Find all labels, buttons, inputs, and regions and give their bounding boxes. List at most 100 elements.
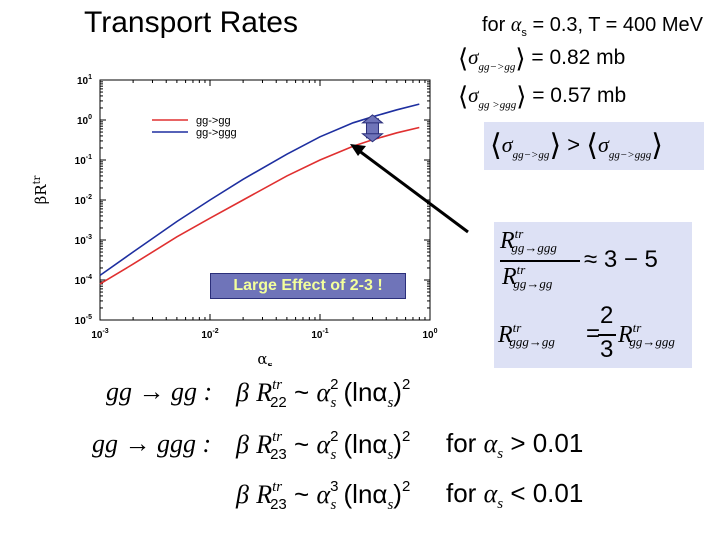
y-tick-label: 100 (77, 114, 92, 127)
R-symbol: R (256, 430, 273, 459)
alpha-sub: s (497, 446, 504, 462)
y-tick-label: 10-2 (75, 194, 92, 207)
sigma-sub: gg >ggg (478, 99, 517, 111)
alpha: α (316, 378, 331, 407)
for-label: for (446, 478, 477, 508)
ratio-numerator: Rtrgg→ggg (500, 226, 557, 256)
alpha: α (316, 430, 331, 459)
ratio-denominator: Rtrgg→gg (502, 262, 552, 292)
alpha-sub: s (330, 395, 337, 411)
ln-sub: s (387, 395, 394, 411)
sim: ~ (294, 377, 310, 407)
bracket-arrow-up (361, 114, 384, 124)
ratio-relation-lhs: Rtrggg→gg (498, 320, 555, 350)
angle-close: ⟩ (516, 82, 527, 112)
R-symbol: R (498, 322, 513, 348)
cross-section-gg-gg: ⟨σgg−>gg⟩ = 0.82 mb (458, 44, 625, 74)
alpha-sub: s (330, 447, 337, 463)
sigma: σ (468, 45, 479, 69)
angle-open: ⟨ (586, 128, 598, 163)
for-label: for (446, 428, 477, 458)
equation-gg-gg: gg → gg : (106, 376, 212, 407)
ln-sub: s (387, 497, 394, 513)
legend-label: gg->gg (196, 115, 231, 127)
gt-sign: > (567, 132, 581, 157)
sim: ~ (294, 479, 310, 509)
cond-for: for (482, 14, 506, 36)
R-symbol: R (256, 480, 273, 509)
condition-line: for αs = 0.3, T = 400 MeV (482, 14, 703, 39)
sigma: σ (597, 132, 609, 157)
ratio-box: Rtrgg→ggg Rtrgg→gg ≈ 3 − 5 Rtrggg→gg = 2… (494, 222, 692, 368)
ln-sup: 2 (401, 478, 411, 495)
R-sup: tr (516, 262, 526, 277)
legend-label: gg->ggg (196, 127, 237, 139)
arrow-line (357, 148, 469, 234)
cond-alpha-sub: s (521, 27, 527, 39)
sigma-sub: gg−>gg (478, 61, 516, 73)
ln-close: ) (393, 377, 402, 407)
bracket-marker (361, 114, 384, 143)
alpha-sub: s (497, 496, 504, 512)
frac-numerator: 2 (600, 302, 614, 329)
ln-open: (lnα (343, 479, 388, 509)
sigma: σ (468, 83, 479, 107)
ln-open: (lnα (343, 377, 388, 407)
alpha-sub: s (330, 497, 337, 513)
rhs-sub: gg−>ggg (608, 149, 652, 161)
beta: β (236, 430, 249, 459)
annotation-box: Large Effect of 2-3 ! (210, 273, 406, 299)
alpha: α (483, 479, 498, 508)
alpha-sup: 3 (330, 478, 339, 495)
condition-relation: > 0.01 (510, 428, 584, 458)
R-sup: tr (512, 320, 522, 335)
x-tick-label: 10-1 (311, 328, 328, 341)
condition-low: for αs < 0.01 (446, 478, 583, 513)
angle-close: ⟩ (549, 128, 562, 163)
inequality: ⟨σgg−>gg⟩ > ⟨σgg−>ggg⟩ (490, 128, 663, 163)
ln-close: ) (393, 479, 402, 509)
y-tick-label: 10-5 (75, 314, 92, 327)
fraction-bar (500, 260, 580, 262)
x-tick-label: 10-2 (201, 328, 218, 341)
x-tick-label: 10-3 (91, 328, 108, 341)
alpha-sup: 2 (330, 428, 339, 445)
R-sup: tr (632, 320, 642, 335)
R-symbol: R (500, 228, 515, 254)
R-sub: 23 (270, 496, 287, 513)
cross-section-value: = 0.57 mb (532, 84, 627, 107)
angle-open: ⟨ (490, 128, 502, 163)
ratio-approx: ≈ 3 − 5 (584, 246, 658, 273)
equals-sign: = (586, 320, 601, 347)
x-tick-label: 100 (422, 328, 437, 341)
beta: β (236, 378, 249, 407)
x-axis-label: αs (257, 350, 272, 366)
page-title: Transport Rates (84, 6, 298, 39)
R-sub: gg→ggg (629, 334, 675, 349)
R-symbol: R (502, 264, 517, 290)
equation-gg-ggg: gg → ggg : (92, 428, 211, 459)
alpha: α (316, 480, 331, 509)
process-label: gg → ggg : (92, 429, 212, 458)
angle-open: ⟨ (458, 82, 469, 112)
inequality-box: ⟨σgg−>gg⟩ > ⟨σgg−>ggg⟩ (484, 122, 704, 170)
lhs-sub: gg−>gg (512, 149, 550, 161)
series-line-gg--ggg (99, 103, 420, 277)
process-label: gg → gg : (106, 377, 213, 406)
angle-open: ⟨ (458, 44, 469, 74)
y-tick-label: 101 (77, 74, 92, 87)
condition-high: for αs > 0.01 (446, 428, 583, 463)
R-sup: tr (514, 226, 524, 241)
bracket-arrow-down (361, 133, 384, 143)
y-tick-label: 10-4 (75, 274, 92, 287)
fraction-bar (598, 334, 616, 336)
equation-gg-ggg-rate-low: β Rtr23 ~ α3s (lnαs)2 (236, 478, 410, 514)
equation-gg-ggg-rate-high: β Rtr23 ~ α2s (lnαs)2 (236, 428, 410, 464)
y-tick-label: 10-3 (75, 234, 92, 247)
equation-gg-gg-rate: β Rtr22 ~ α2s (lnαs)2 (236, 376, 410, 412)
R-symbol: R (618, 322, 633, 348)
ln-close: ) (393, 429, 402, 459)
condition-relation: < 0.01 (510, 478, 584, 508)
R-sup: tr (272, 479, 283, 495)
